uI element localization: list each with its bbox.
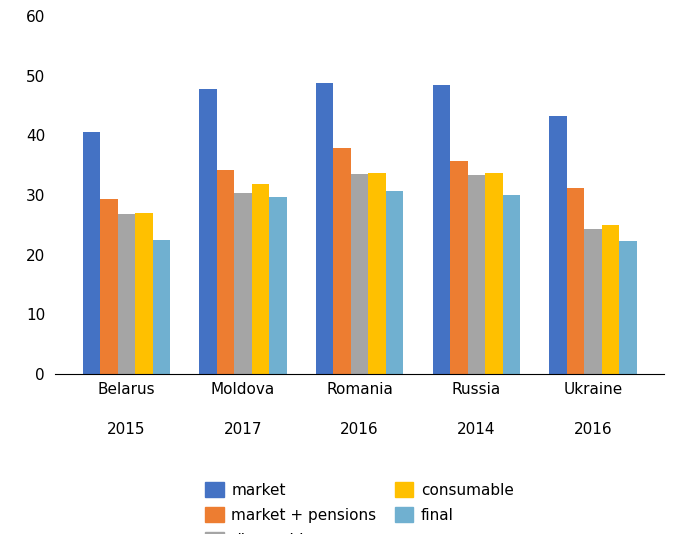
- Bar: [485, 173, 503, 374]
- Bar: [584, 230, 601, 374]
- Legend: market, market + pensions, disposable, consumable, final: market, market + pensions, disposable, c…: [206, 482, 514, 534]
- Bar: [100, 199, 118, 374]
- Bar: [432, 84, 450, 374]
- Bar: [566, 189, 584, 374]
- Bar: [118, 214, 135, 374]
- Bar: [601, 225, 619, 374]
- Bar: [369, 173, 386, 374]
- Bar: [450, 161, 468, 374]
- Bar: [503, 195, 520, 374]
- Bar: [334, 148, 351, 374]
- Bar: [234, 193, 251, 374]
- Bar: [468, 175, 485, 374]
- Bar: [135, 213, 153, 374]
- Bar: [251, 184, 269, 374]
- Bar: [351, 174, 369, 374]
- Bar: [386, 191, 403, 374]
- Bar: [549, 116, 566, 374]
- Bar: [199, 89, 216, 374]
- Bar: [153, 240, 170, 374]
- Bar: [216, 170, 234, 374]
- Bar: [316, 83, 334, 374]
- Bar: [82, 132, 100, 374]
- Bar: [269, 197, 287, 374]
- Bar: [619, 241, 637, 374]
